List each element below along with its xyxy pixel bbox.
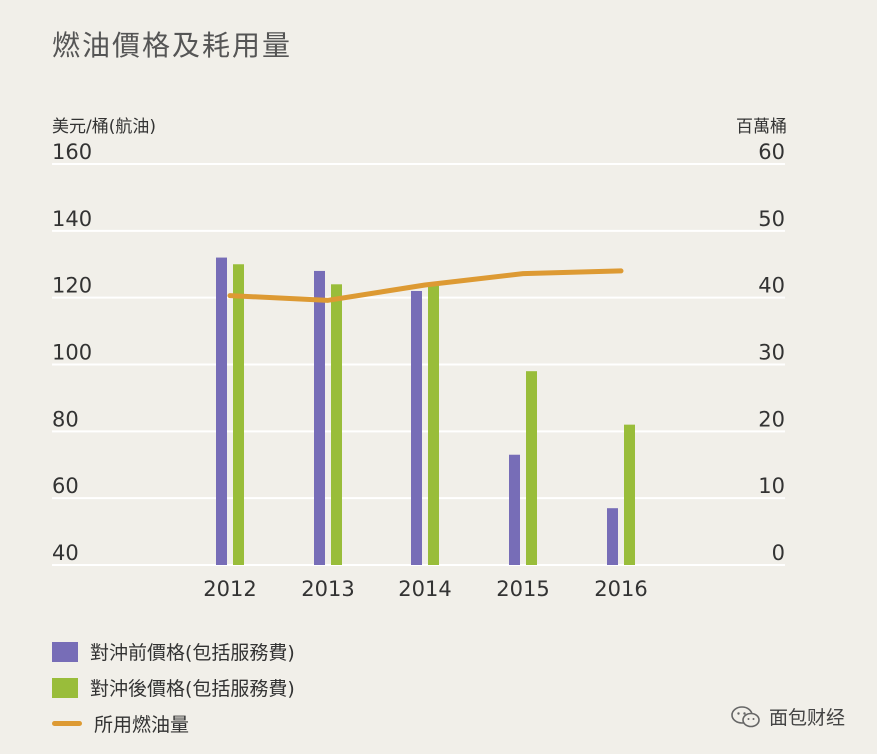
watermark: 面包财经 xyxy=(731,703,845,730)
left-tick-label: 80 xyxy=(52,407,79,431)
left-tick-label: 160 xyxy=(52,140,92,164)
legend-item-pre-hedge: 對沖前價格(包括服務費) xyxy=(52,638,295,665)
watermark-text: 面包财经 xyxy=(768,707,845,729)
right-tick-label: 50 xyxy=(758,207,785,231)
right-tick-label: 10 xyxy=(758,474,785,498)
x-tick-label: 2014 xyxy=(398,577,451,601)
chart-title: 燃油價格及耗用量 xyxy=(52,29,293,62)
left-tick-label: 120 xyxy=(52,274,92,298)
x-tick-label: 2016 xyxy=(594,577,647,601)
bar-pre-hedge xyxy=(607,508,618,565)
bar-pre-hedge xyxy=(216,257,227,565)
bar-post-hedge xyxy=(428,284,439,565)
right-axis-unit: 百萬桶 xyxy=(736,117,787,137)
bar-post-hedge xyxy=(233,264,244,565)
right-tick-label: 30 xyxy=(758,341,785,365)
line-consumption xyxy=(227,268,624,303)
legend-label-consumption: 所用燃油量 xyxy=(94,714,190,736)
wechat-icon xyxy=(731,705,760,727)
bar-post-hedge xyxy=(331,284,342,565)
legend-swatch-post-hedge xyxy=(52,677,78,698)
legend-swatch-pre-hedge xyxy=(52,641,78,662)
left-tick-label: 60 xyxy=(52,474,79,498)
legend-item-consumption: 所用燃油量 xyxy=(52,710,189,737)
legend-label-post-hedge: 對沖後價格(包括服務費) xyxy=(90,678,295,700)
x-tick-label: 2013 xyxy=(301,577,354,601)
left-tick-label: 100 xyxy=(52,341,92,365)
left-tick-label: 140 xyxy=(52,207,92,231)
right-tick-label: 40 xyxy=(758,274,785,298)
bar-pre-hedge xyxy=(411,290,422,565)
bar-pre-hedge xyxy=(314,270,325,565)
x-tick-label: 2012 xyxy=(203,577,256,601)
bar-post-hedge xyxy=(624,424,635,565)
left-axis-unit: 美元/桶(航油) xyxy=(52,117,156,137)
right-tick-label: 0 xyxy=(772,541,785,565)
right-tick-label: 60 xyxy=(758,140,785,164)
left-tick-label: 40 xyxy=(52,541,79,565)
bar-post-hedge xyxy=(526,371,537,565)
legend-label-pre-hedge: 對沖前價格(包括服務費) xyxy=(90,642,295,664)
x-tick-label: 2015 xyxy=(496,577,549,601)
legend-item-post-hedge: 對沖後價格(包括服務費) xyxy=(52,674,295,701)
bar-pre-hedge xyxy=(509,454,520,565)
legend-swatch-consumption xyxy=(52,721,82,726)
right-tick-label: 20 xyxy=(758,407,785,431)
